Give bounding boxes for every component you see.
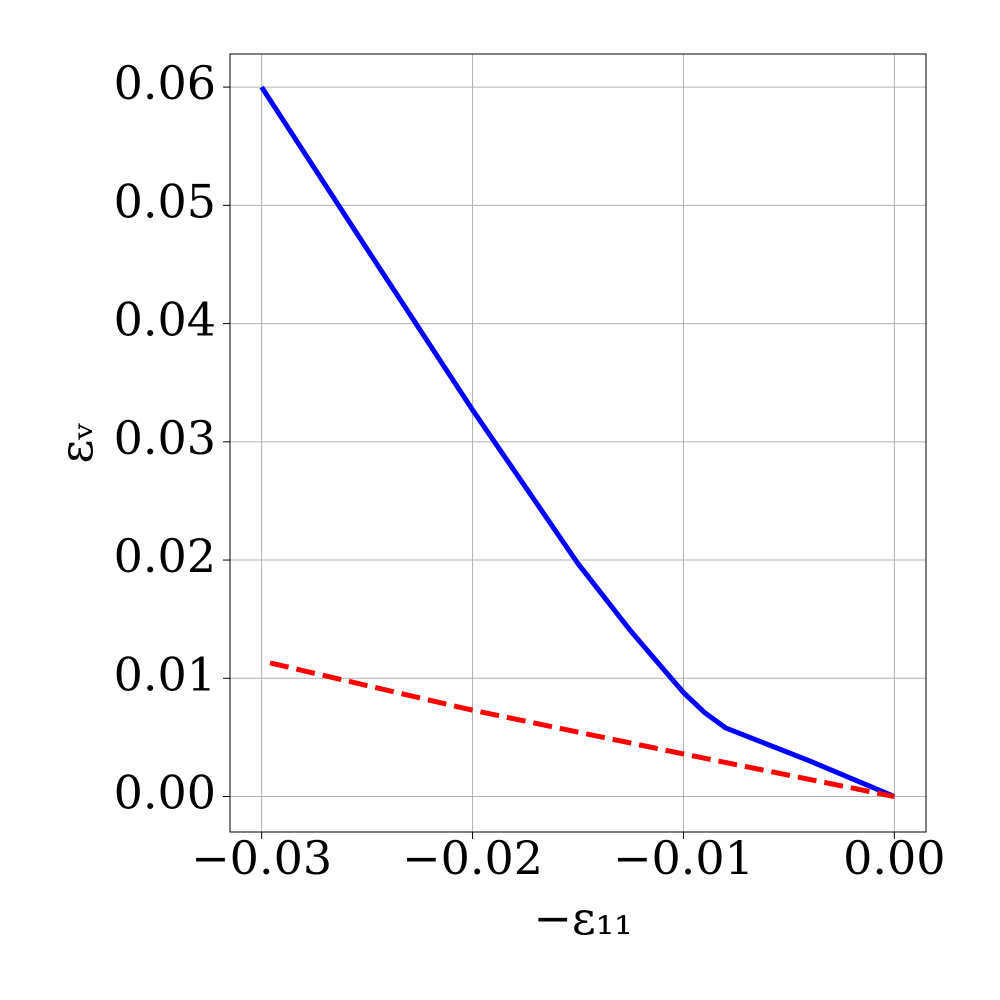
x-tick-label: −0.03 <box>191 831 332 885</box>
x-tick-label: 0.00 <box>843 831 945 885</box>
x-axis-label: −ε₁₁ <box>533 891 632 945</box>
data-line <box>259 85 896 799</box>
y-axis-label: εᵥ <box>49 423 103 464</box>
y-tick-label: 0.05 <box>114 174 216 228</box>
y-tick-label: 0.02 <box>114 529 216 583</box>
x-tick-label: −0.01 <box>613 831 754 885</box>
y-tick-label: 0.03 <box>114 411 216 465</box>
x-tick-label: −0.02 <box>402 831 543 885</box>
plot-frame <box>229 53 927 833</box>
y-tick-label: 0.01 <box>114 647 216 701</box>
y-tick-label: 0.04 <box>114 293 216 347</box>
data-line <box>269 660 895 799</box>
y-tick-label: 0.06 <box>114 56 216 110</box>
y-tick-label: 0.00 <box>114 766 216 820</box>
